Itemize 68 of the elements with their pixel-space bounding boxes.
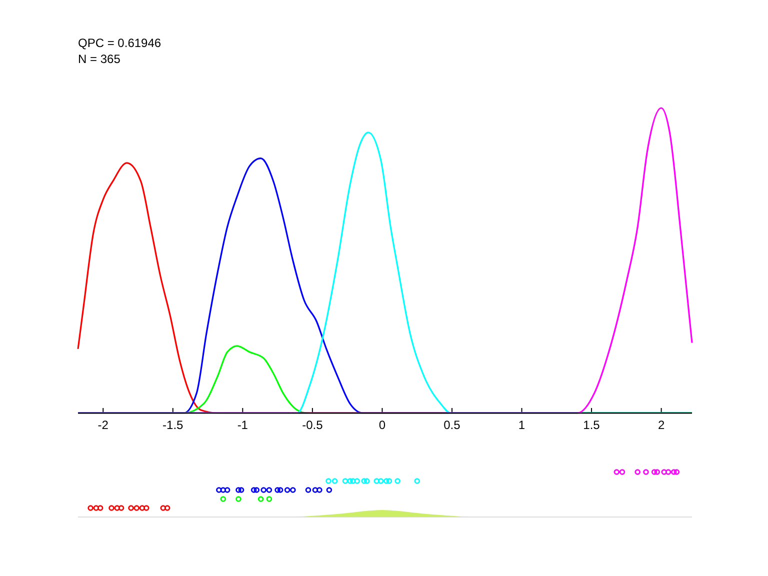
point	[364, 478, 370, 484]
point	[378, 478, 384, 484]
point	[619, 469, 626, 475]
point	[347, 478, 354, 484]
x-tick-label: 0	[378, 418, 386, 432]
point	[661, 469, 667, 475]
point	[350, 478, 356, 484]
point	[354, 478, 360, 484]
text: N = 365	[78, 52, 121, 66]
point	[143, 505, 150, 511]
x-tick-label: 2	[658, 418, 665, 432]
point	[394, 478, 400, 484]
point	[258, 496, 264, 502]
x-tick-label: -1.5	[162, 418, 184, 432]
point	[274, 487, 280, 493]
point	[164, 505, 170, 511]
point	[260, 487, 266, 493]
point	[93, 505, 100, 511]
point	[160, 505, 166, 511]
point	[414, 478, 420, 484]
point	[670, 469, 677, 475]
point	[674, 469, 680, 475]
point	[220, 487, 226, 493]
point	[88, 505, 94, 511]
point	[266, 487, 272, 493]
point	[326, 487, 332, 493]
point	[118, 505, 124, 511]
point	[97, 505, 104, 511]
x-tick-label: 1	[518, 418, 526, 432]
point	[277, 487, 284, 493]
point	[220, 496, 226, 502]
point	[134, 505, 140, 511]
point	[651, 469, 658, 475]
point	[342, 478, 348, 484]
point	[254, 487, 260, 493]
point	[128, 505, 134, 511]
point	[290, 487, 296, 493]
point	[654, 469, 660, 475]
point	[216, 487, 222, 493]
point	[305, 487, 312, 493]
point	[326, 478, 332, 484]
x-tick-label: 0.5	[444, 418, 461, 432]
x-tick-label: -2	[98, 418, 109, 432]
point	[665, 469, 672, 475]
point	[332, 478, 338, 484]
point	[108, 505, 114, 511]
point	[361, 478, 367, 484]
x-tick-label: 1.5	[583, 418, 600, 432]
text: QPC = 0.61946	[78, 36, 162, 50]
point	[383, 478, 390, 484]
point	[316, 487, 322, 493]
point	[238, 487, 244, 493]
point	[236, 496, 242, 502]
point	[236, 487, 242, 493]
point	[266, 496, 272, 502]
point	[634, 469, 640, 475]
point	[643, 469, 649, 475]
x-tick-label: -1	[237, 418, 248, 432]
point	[114, 505, 120, 511]
x-tick-label: -0.5	[302, 418, 324, 432]
point	[386, 478, 392, 484]
point	[374, 478, 380, 484]
point	[284, 487, 290, 493]
point	[312, 487, 318, 493]
point	[224, 487, 230, 493]
point	[250, 487, 257, 493]
point	[139, 505, 146, 511]
point	[614, 469, 620, 475]
